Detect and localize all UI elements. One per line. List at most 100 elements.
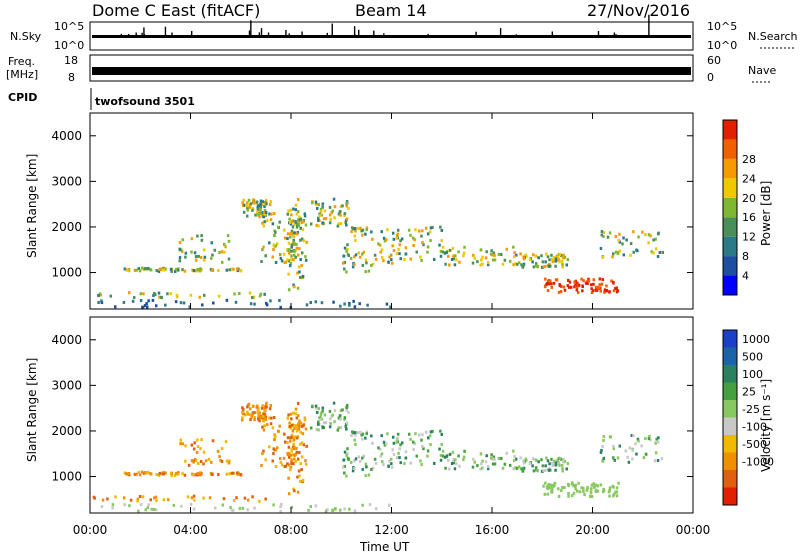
echo-cell — [280, 463, 284, 467]
echo-cell — [138, 269, 142, 273]
echo-cell — [599, 286, 602, 290]
echo-cell — [592, 278, 596, 282]
echo-cell — [244, 413, 247, 417]
echo-cell — [439, 458, 443, 462]
echo-cell — [324, 509, 328, 513]
echo-cell — [290, 423, 294, 427]
echo-cell — [290, 435, 293, 439]
echo-cell — [528, 257, 532, 261]
echo-cell — [386, 228, 389, 232]
echo-cell — [567, 483, 570, 487]
echo-cell — [246, 410, 249, 414]
echo-cell — [301, 274, 305, 278]
echo-cell — [257, 417, 260, 421]
echo-cell — [443, 455, 447, 459]
echo-cell — [452, 459, 455, 463]
echo-cell — [444, 262, 447, 266]
echo-cell — [268, 416, 271, 420]
echo-cell — [562, 253, 565, 257]
echo-cell — [497, 252, 501, 256]
echo-cell — [137, 267, 141, 271]
echo-cell — [611, 484, 614, 488]
echo-cell — [568, 280, 572, 284]
echo-cell — [322, 421, 326, 425]
echo-cell — [196, 461, 200, 465]
echo-cell — [295, 450, 299, 454]
echo-cell — [576, 291, 580, 295]
velocity-scatter — [92, 401, 664, 513]
echo-cell — [196, 234, 199, 238]
echo-cell — [184, 251, 188, 255]
colorbar-segment — [723, 330, 737, 348]
echo-cell — [599, 450, 603, 454]
echo-cell — [413, 238, 416, 242]
echo-cell — [653, 459, 657, 463]
echo-cell — [220, 260, 224, 264]
echo-cell — [241, 406, 244, 410]
echo-cell — [133, 472, 137, 476]
echo-cell — [463, 449, 466, 453]
echo-cell — [184, 444, 187, 448]
echo-cell — [453, 467, 457, 471]
echo-cell — [554, 278, 558, 282]
echo-cell — [321, 425, 324, 429]
echo-cell — [179, 442, 182, 446]
echo-cell — [563, 255, 567, 259]
echo-cell — [379, 250, 382, 254]
echo-cell — [260, 464, 263, 468]
echo-cell — [491, 457, 495, 461]
echo-cell — [225, 472, 229, 476]
echo-cell — [333, 205, 337, 209]
echo-cell — [333, 507, 337, 511]
echo-cell — [351, 430, 354, 434]
echo-cell — [627, 460, 631, 464]
echo-cell — [292, 438, 296, 442]
echo-cell — [321, 221, 324, 225]
echo-cell — [590, 287, 593, 291]
echo-cell — [301, 478, 305, 482]
echo-cell — [347, 206, 350, 210]
echo-cell — [294, 407, 298, 411]
echo-cell — [200, 238, 204, 242]
echo-cell — [398, 456, 401, 460]
echo-cell — [259, 207, 262, 211]
echo-cell — [319, 209, 323, 213]
echo-cell — [263, 408, 266, 412]
echo-cell — [210, 460, 213, 464]
echo-cell — [597, 286, 600, 290]
echo-cell — [278, 424, 281, 428]
echo-cell — [559, 290, 563, 294]
echo-cell — [178, 259, 181, 263]
echo-cell — [395, 456, 399, 460]
echo-cell — [227, 461, 231, 465]
echo-cell — [342, 254, 345, 258]
echo-cell — [400, 441, 404, 445]
echo-cell — [274, 464, 278, 468]
echo-cell — [189, 502, 193, 506]
echo-cell — [309, 301, 313, 305]
echo-cell — [290, 433, 294, 437]
echo-cell — [353, 459, 356, 463]
echo-cell — [217, 269, 220, 273]
echo-cell — [479, 263, 482, 267]
freq-tick-top: 18 — [64, 54, 78, 67]
echo-cell — [279, 509, 282, 513]
echo-cell — [556, 459, 560, 463]
echo-cell — [174, 473, 177, 477]
echo-cell — [233, 292, 236, 296]
echo-cell — [268, 445, 271, 449]
echo-cell — [256, 412, 260, 416]
echo-cell — [473, 256, 476, 260]
colorbar-tick-label: -500 — [742, 438, 767, 451]
echo-cell — [328, 417, 332, 421]
echo-cell — [230, 471, 234, 475]
x-tick-label: 20:00 — [575, 523, 610, 537]
echo-cell — [198, 295, 202, 299]
echo-cell — [353, 227, 357, 231]
echo-cell — [561, 265, 564, 269]
echo-cell — [262, 224, 266, 228]
y-tick-label: 3000 — [51, 378, 82, 392]
echo-cell — [288, 468, 292, 472]
echo-cell — [278, 220, 281, 224]
echo-cell — [228, 459, 231, 463]
